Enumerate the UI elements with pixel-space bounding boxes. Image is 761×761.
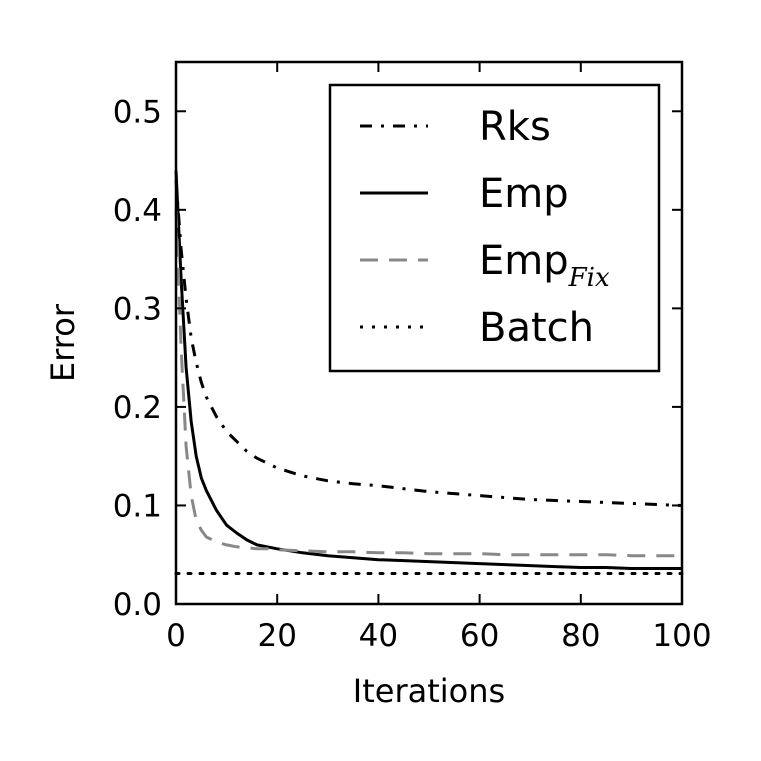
y-tick-label: 0.4 [113,193,162,229]
legend-label-main: Emp [479,171,569,217]
legend-label-main: Rks [479,104,551,150]
legend-label: Emp [479,171,569,217]
y-tick-label: 0.0 [113,587,162,623]
ticks-layer [175,62,683,605]
series-layer [174,170,684,575]
x-tick-label: 0 [166,618,186,654]
x-tick-label: 20 [257,618,296,654]
legend-label-subscript: Fix [568,263,610,293]
series-line-rks [174,180,683,507]
legend-label-main: Emp [479,238,569,284]
y-tick-label: 0.3 [113,291,162,327]
legend-label: Batch [479,305,594,351]
legend-box [328,83,661,373]
plot-frame [174,60,684,606]
x-axis-label: Iterations [353,672,505,710]
legend-label: Rks [479,104,551,150]
y-tick-label: 0.2 [113,390,162,426]
x-tick-label: 60 [460,618,499,654]
y-tick-label: 0.5 [113,94,162,130]
tick-labels-layer: 0 20 40 60 80 100 0.0 0.1 0.2 0.3 0.4 0.5 [113,94,712,654]
x-tick-label: 80 [561,618,600,654]
y-axis-label: Error [44,303,82,382]
x-tick-label: 100 [652,618,711,654]
series-line-emp [174,170,682,570]
series-line-emp-fix [174,209,682,558]
x-tick-label: 40 [359,618,398,654]
legend-label: EmpFix [479,238,610,293]
legend-label-main: Batch [479,305,594,351]
y-tick-label: 0.1 [113,488,162,524]
